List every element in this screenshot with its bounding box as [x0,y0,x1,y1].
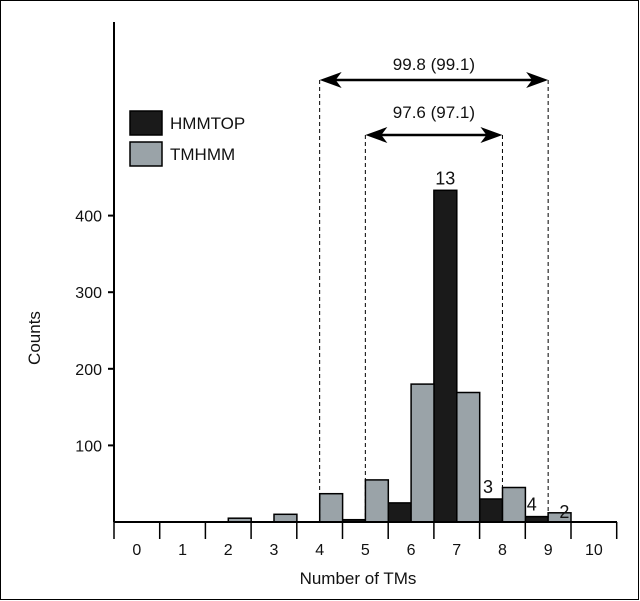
bar-tmhmm-3 [273,513,298,523]
bar-hmmtop-8 [478,498,504,523]
bar-hmmtop-6 [387,502,412,523]
legend-label-tmhmm: TMHMM [170,145,235,164]
y-tick-label: 400 [75,209,102,226]
bar-tmhmm-5 [364,479,390,523]
range-annotation-label: 97.6 (97.1) [393,103,475,122]
bar-tmhmm-6 [410,383,435,523]
bar-count-label: 4 [527,495,537,515]
x-tick-label: 1 [178,542,187,559]
y-axis-title: Counts [25,311,44,365]
x-tick-label: 2 [224,542,233,559]
bar-tmhmm-7 [456,391,481,523]
x-tick-label: 8 [498,542,507,559]
x-tick-label: 10 [585,542,603,559]
range-arrowhead-left [365,127,388,143]
x-tick-label: 0 [132,542,141,559]
x-axis-title: Number of TMs [300,569,417,588]
bar-count-label: 3 [483,477,493,497]
x-tick-label: 6 [407,542,416,559]
bar-count-label: 2 [559,502,569,522]
bars-layer: 13 3 4 2 [227,168,572,523]
x-tick-label: 9 [544,542,553,559]
legend-swatch-tmhmm [129,141,163,167]
range-arrowhead-left [319,72,342,88]
bar-tmhmm-8 [501,486,527,523]
range-annotation-label: 99.8 (99.1) [393,55,475,74]
y-tick-label: 100 [75,438,102,455]
x-tick-label: 7 [452,542,461,559]
y-tick-label: 300 [75,285,102,302]
axes-layer: 100 200 300 400 0 1 2 3 4 5 6 7 8 9 10 [75,22,618,559]
range-arrowhead-right [480,127,503,143]
range-arrowhead-right [526,72,549,88]
range-annotations: 99.8 (99.1) 97.6 (97.1) [319,55,549,522]
legend-label-hmmtop: HMMTOP [170,114,245,133]
bar-count-label: 13 [435,168,455,188]
bar-tmhmm-4 [318,492,344,523]
legend-swatch-hmmtop [129,110,163,136]
x-tick-label: 4 [315,542,324,559]
legend: HMMTOP TMHMM [129,110,245,167]
bar-hmmtop-7 [433,189,458,523]
x-tick-label: 3 [269,542,278,559]
x-tick-label: 5 [361,542,370,559]
y-tick-label: 200 [75,362,102,379]
